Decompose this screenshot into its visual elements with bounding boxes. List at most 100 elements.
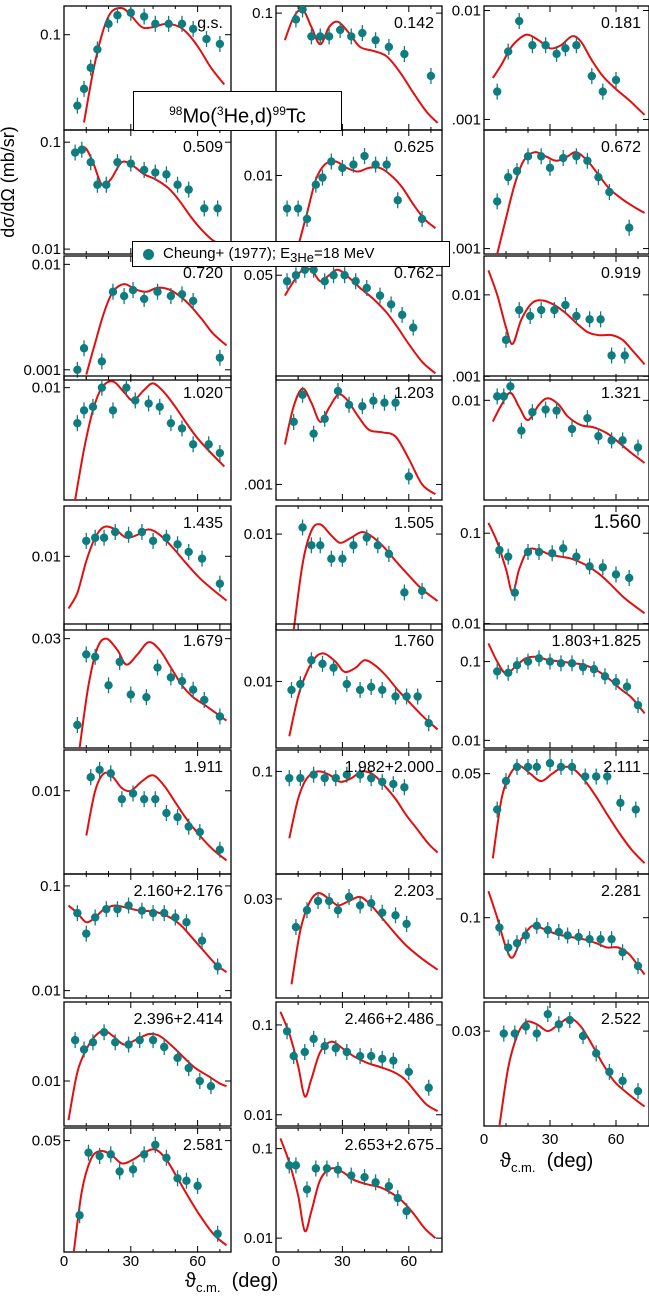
data-point — [82, 929, 91, 938]
data-point — [512, 938, 522, 948]
data-point — [362, 533, 371, 542]
data-point — [311, 180, 321, 189]
x-tick-label: 60 — [189, 1253, 206, 1270]
data-point — [594, 432, 603, 441]
data-point — [532, 1029, 541, 1038]
data-point — [73, 720, 82, 730]
dwba-curve — [83, 7, 226, 123]
panel-label: 1.435 — [183, 515, 223, 532]
data-point — [523, 152, 533, 161]
data-point — [510, 1029, 519, 1038]
data-point — [95, 765, 104, 775]
data-point — [293, 204, 303, 213]
data-point — [128, 789, 138, 798]
panel-label: 1.679 — [183, 633, 223, 650]
data-point — [108, 287, 118, 296]
data-point — [115, 1167, 124, 1176]
data-point — [545, 657, 555, 666]
data-point — [173, 812, 182, 822]
panel-frame — [63, 505, 232, 631]
data-point — [88, 402, 98, 412]
data-point — [611, 75, 621, 85]
data-point — [605, 187, 614, 197]
data-point — [344, 400, 354, 410]
data-point — [171, 913, 180, 922]
y-tick-label: .001 — [244, 476, 273, 493]
dwba-curve — [85, 283, 228, 375]
x-label-sub: c.m. — [195, 1280, 221, 1295]
data-point — [128, 1165, 138, 1174]
data-point — [620, 351, 629, 360]
y-tick-label: 0.03 — [452, 1023, 481, 1040]
y-tick-label: 0.01 — [452, 3, 481, 20]
data-point — [574, 932, 583, 942]
panel-frame — [483, 623, 649, 749]
x-tick-label: 30 — [542, 1131, 559, 1148]
data-point — [99, 1028, 109, 1037]
data-point — [378, 685, 387, 695]
y-tick-label: 0.1 — [252, 763, 273, 780]
data-point — [300, 265, 309, 274]
data-point — [523, 547, 533, 557]
data-point — [108, 406, 118, 415]
data-point — [572, 152, 581, 161]
data-point — [213, 1229, 222, 1239]
y-axis-label-text: dσ/dΩ (mb/sr) — [0, 126, 18, 238]
data-point — [166, 291, 176, 301]
panel-label: 2.581 — [183, 1137, 223, 1154]
data-point — [329, 663, 338, 672]
data-point — [188, 440, 198, 449]
data-point — [358, 402, 367, 411]
data-point — [548, 549, 557, 558]
data-point — [561, 300, 570, 310]
title-product: Tc — [285, 105, 306, 128]
data-point — [611, 677, 621, 687]
data-point — [93, 180, 102, 189]
data-point — [291, 922, 301, 932]
data-point — [521, 931, 530, 940]
data-point — [291, 1161, 301, 1170]
data-point — [512, 660, 522, 670]
reaction-title: 98Mo(3He,d)99Tc — [133, 91, 342, 131]
dwba-curve — [74, 380, 226, 500]
panel-frame — [275, 1127, 443, 1253]
panel-label: 0.672 — [601, 139, 641, 156]
data-point — [534, 547, 544, 557]
data-point — [309, 770, 318, 779]
panel-frame — [63, 623, 232, 749]
data-point — [102, 904, 111, 914]
y-tick-label: 0.01 — [32, 783, 61, 800]
data-point — [424, 718, 433, 728]
data-point — [298, 523, 307, 532]
data-point — [206, 1081, 216, 1091]
data-point — [504, 668, 513, 678]
data-point — [215, 448, 225, 458]
data-point — [389, 1056, 398, 1065]
data-point — [307, 541, 316, 550]
y-tick-label: 0.01 — [32, 256, 61, 273]
data-point — [355, 901, 365, 910]
data-point — [151, 168, 160, 177]
data-point — [378, 1054, 387, 1063]
y-tick-label: .001 — [452, 241, 481, 258]
data-point — [302, 1185, 312, 1194]
data-point — [554, 927, 563, 937]
data-point — [160, 1042, 169, 1052]
title-mass-a: 98 — [169, 104, 183, 118]
data-point — [318, 173, 327, 182]
data-point — [289, 417, 298, 427]
panel-label: 1.982+2.000 — [345, 759, 435, 776]
dwba-curve — [487, 642, 646, 715]
data-point — [184, 822, 193, 831]
panel-frame — [275, 505, 443, 631]
data-point — [307, 656, 316, 665]
data-point — [384, 1182, 394, 1191]
data-point — [391, 911, 400, 920]
data-point — [124, 901, 133, 910]
data-point — [128, 285, 138, 295]
panel-frame — [483, 375, 649, 501]
data-point — [384, 42, 394, 52]
x-tick-label: 0 — [60, 1253, 68, 1270]
y-tick-label: 0.01 — [244, 167, 273, 184]
dwba-curve — [496, 151, 646, 254]
